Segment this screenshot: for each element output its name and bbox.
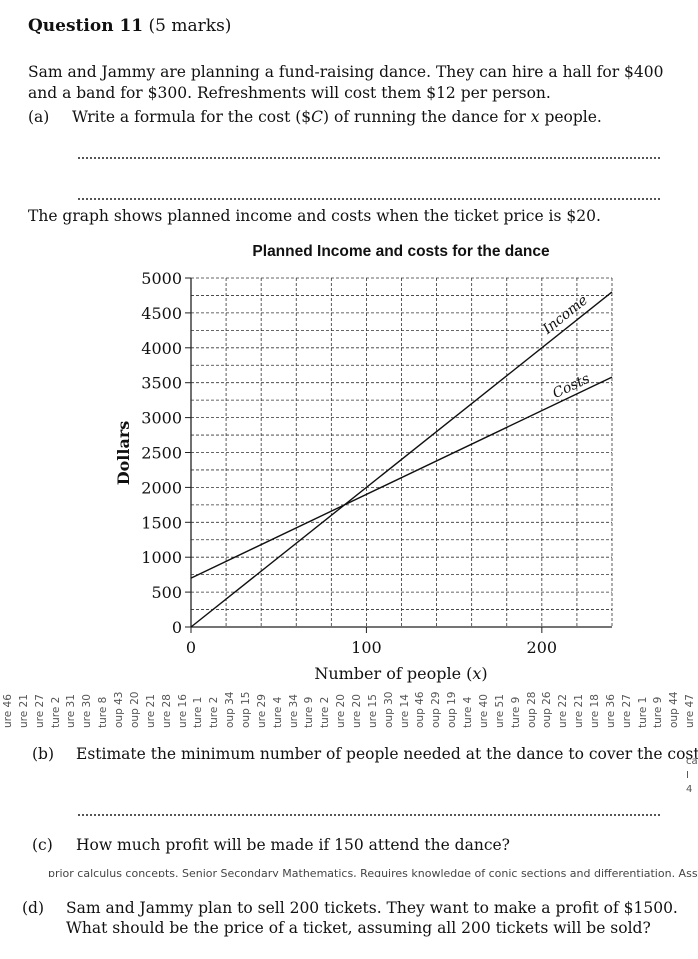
x-tick-label: 100	[351, 638, 382, 657]
y-tick-label: 2500	[141, 444, 182, 463]
margin-mark: ture 4	[271, 696, 284, 728]
cutoff-text: prior calculus concepts. Senior Secondar…	[48, 869, 698, 877]
side-fragment-1: ca	[686, 756, 698, 767]
margin-mark: ture 1	[636, 696, 649, 728]
margin-mark: ure 21	[144, 694, 157, 728]
part-c: (c) How much profit will be made if 150 a…	[32, 835, 510, 856]
y-tick-labels: 0 500 1000 1500 2000 2500 3000 3500 4000 4500 5000	[141, 269, 191, 637]
margin-mark: ure 15	[366, 694, 379, 728]
margin-mark: ure 34	[287, 694, 300, 728]
margin-mark: ure 20	[351, 694, 363, 728]
margin-mark: ure 14	[398, 694, 411, 728]
graph-intro: The graph shows planned income and costs…	[28, 207, 601, 225]
side-fragment-3: 4	[686, 784, 693, 795]
y-tick-label: 4500	[141, 304, 182, 323]
y-tick-label: 3500	[141, 374, 182, 393]
x-tick-labels: 0 100 200	[186, 627, 557, 657]
part-a: (a) Write a formula for the cost ($C) of …	[28, 107, 602, 128]
y-tick-label: 4000	[141, 339, 182, 358]
margin-mark: ture 1	[192, 696, 205, 728]
x-tick-label: 200	[527, 638, 558, 657]
margin-mark: ture 9	[303, 696, 316, 728]
y-tick-label: 500	[151, 583, 182, 602]
question-number: Question 11	[28, 16, 144, 36]
part-a-label: (a)	[28, 108, 50, 126]
question-intro: Sam and Jammy are planning a fund-raisin…	[28, 63, 664, 102]
part-d-line2: What should be the price of a ticket, as…	[66, 919, 651, 937]
margin-mark: ure 16	[176, 694, 189, 728]
part-b-label: (b)	[32, 745, 55, 763]
series-line-costs	[190, 376, 613, 579]
part-d-line1: Sam and Jammy plan to sell 200 tickets. …	[66, 899, 678, 917]
income-costs-chart: Planned Income and costs for the dance 0…	[114, 243, 613, 683]
margin-mark: oup 26	[541, 692, 554, 728]
part-b: (b) Estimate the minimum number of people…	[32, 744, 698, 765]
margin-mark: ure 27	[620, 694, 633, 728]
margin-mark: oup 34	[224, 692, 237, 728]
margin-mark: ure 40	[477, 694, 490, 728]
margin-mark: ure 28	[160, 694, 173, 728]
margin-mark: ture 8	[97, 696, 110, 728]
y-tick-label: 1000	[141, 548, 182, 567]
x-tick-label: 0	[186, 638, 196, 657]
chart-grid	[191, 277, 613, 627]
margin-mark: oup 30	[382, 692, 395, 728]
answer-line-b[interactable]	[78, 812, 660, 816]
margin-marks-strip: ure 46 ure 21 ure 27 ture 2 ure 31 ure 30 ture…	[0, 692, 698, 728]
margin-mark: ture 2	[208, 696, 221, 728]
question-marks: (5 marks)	[148, 16, 232, 36]
margin-mark: ure 30	[81, 694, 94, 728]
margin-mark: ture 2	[319, 696, 332, 728]
question-title: Question 11 (5 marks)	[28, 14, 231, 38]
part-d-second: What should be the price of a ticket, as…	[66, 918, 651, 939]
y-axis-label: Dollars	[114, 421, 133, 486]
side-fragment-2: I	[686, 770, 689, 781]
margin-mark: ture 9	[509, 696, 522, 728]
y-tick-label: 1500	[141, 513, 182, 532]
margin-mark: ure 27	[33, 694, 46, 728]
margin-mark: ure 36	[604, 694, 617, 728]
chart-title: Planned Income and costs for the dance	[252, 243, 550, 260]
margin-mark: ure 21	[17, 694, 30, 728]
part-a-text: Write a formula for the cost ($C) of run…	[72, 108, 602, 126]
margin-mark: oup 46	[414, 692, 427, 728]
part-c-label: (c)	[32, 836, 53, 854]
margin-mark: ure 46	[2, 694, 14, 728]
margin-mark: ure 51	[493, 694, 506, 728]
margin-mark: ure 22	[557, 694, 570, 728]
y-tick-label: 3000	[141, 409, 182, 428]
y-tick-label: 2000	[141, 478, 182, 497]
margin-mark: ure 31	[65, 694, 78, 728]
margin-mark: oup 43	[113, 692, 126, 728]
part-d: (d) Sam and Jammy plan to sell 200 ticket…	[22, 898, 678, 919]
margin-mark: oup 15	[239, 692, 252, 728]
margin-mark: oup 44	[668, 692, 681, 728]
y-tick-label: 0	[172, 618, 182, 637]
margin-mark: oup 19	[446, 692, 459, 728]
margin-mark: ure 21	[573, 694, 586, 728]
margin-mark: ure 47	[684, 694, 697, 728]
margin-mark: oup 20	[128, 692, 141, 728]
margin-mark: ure 20	[335, 694, 348, 728]
x-axis-label: Number of people (x)	[314, 664, 487, 683]
series-label-costs: Costs	[550, 371, 592, 402]
margin-mark: ure 18	[588, 694, 601, 728]
part-c-text: How much profit will be made if 150 atte…	[76, 836, 510, 854]
margin-mark: ture 4	[462, 696, 475, 728]
part-b-text: Estimate the minimum number of people ne…	[76, 745, 698, 763]
margin-mark: oup 28	[525, 692, 538, 728]
series-line-income	[190, 291, 613, 628]
margin-mark: oup 29	[430, 692, 443, 728]
answer-line-a1[interactable]	[78, 155, 660, 159]
y-tick-label: 5000	[141, 269, 182, 288]
answer-line-a2[interactable]	[78, 196, 660, 200]
margin-mark: ture 2	[49, 696, 62, 728]
part-d-label: (d)	[22, 899, 45, 917]
margin-mark: ture 9	[652, 696, 665, 728]
margin-mark: ure 29	[255, 694, 268, 728]
